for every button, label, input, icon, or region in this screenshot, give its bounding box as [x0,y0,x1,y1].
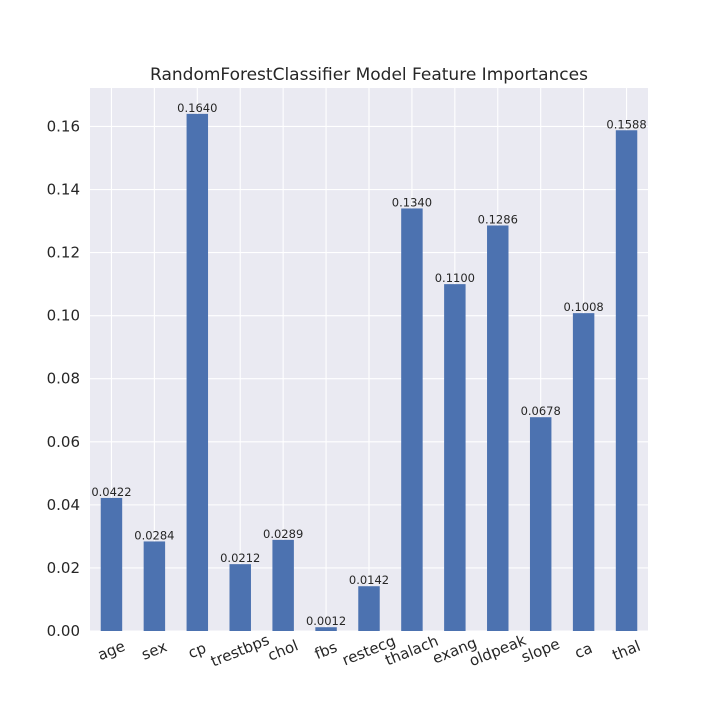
value-label-thal: 0.1588 [606,117,646,131]
bar-age [100,497,123,631]
bar-exang [444,284,466,631]
chart-title: RandomForestClassifier Model Feature Imp… [150,65,588,85]
x-tick-label-trestbps: trestbps [208,631,272,671]
y-tick-label: 0.06 [47,433,80,451]
value-label-slope: 0.0678 [521,404,561,418]
y-tick-label: 0.04 [47,496,80,514]
bar-thalach [401,208,423,631]
x-tick-label-thal: thal [610,637,643,664]
x-tick-label-cp: cp [186,639,209,662]
value-label-ca: 0.1008 [563,300,603,314]
x-tick-label-chol: chol [265,636,301,664]
y-tick-label: 0.08 [47,370,80,388]
value-label-trestbps: 0.0212 [220,551,260,565]
value-label-sex: 0.0284 [134,528,174,542]
bar-slope [529,417,552,631]
bar-sex [143,541,166,631]
x-tick-label-ca: ca [572,639,595,662]
value-label-exang: 0.1100 [435,271,475,285]
y-tick-label: 0.00 [47,622,80,640]
value-label-chol: 0.0289 [263,527,303,541]
bars [100,113,638,632]
x-tick-label-fbs: fbs [312,638,340,663]
value-label-age: 0.0422 [91,485,131,499]
y-tick-label: 0.10 [47,307,80,325]
y-tick-label: 0.12 [47,244,80,262]
y-axis-ticks: 0.00 0.02 0.04 0.06 0.08 0.10 0.12 0.14 0.16 [47,117,80,640]
y-tick-label: 0.02 [47,559,80,577]
x-tick-label-sex: sex [139,637,170,663]
bar-chol [272,539,294,631]
value-label-oldpeak: 0.1286 [478,212,518,226]
bar-trestbps [229,564,251,631]
value-label-cp: 0.1640 [177,101,217,115]
y-tick-label: 0.14 [47,181,80,199]
bar-fbs [315,627,337,631]
value-label-restecg: 0.0142 [349,573,389,587]
value-label-thalach: 0.1340 [392,195,432,209]
bar-ca [572,313,595,631]
bar-restecg [358,586,380,631]
bar-oldpeak [487,225,509,631]
x-tick-label-age: age [95,637,128,664]
bar-cp [186,113,209,632]
value-label-fbs: 0.0012 [306,614,346,628]
bar-thal [615,130,638,632]
y-tick-label: 0.16 [47,117,80,135]
